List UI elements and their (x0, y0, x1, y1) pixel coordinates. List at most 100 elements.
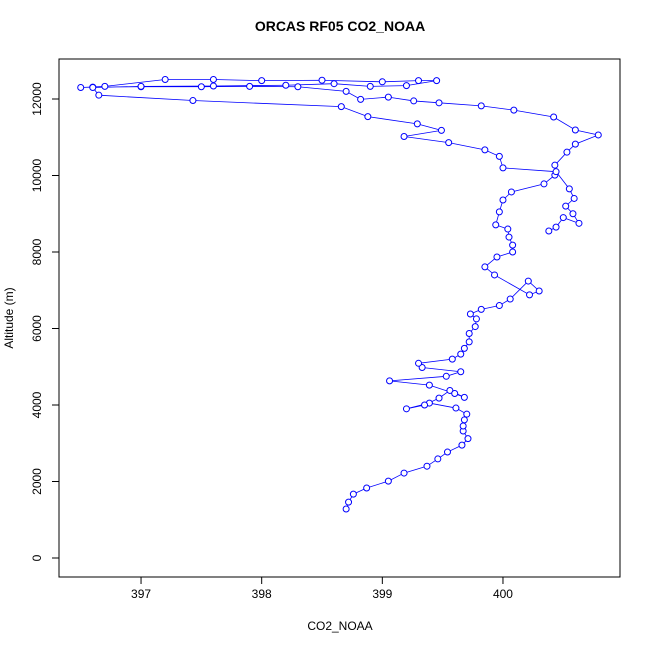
data-point (463, 410, 471, 418)
data-point (495, 152, 503, 160)
data-point (137, 82, 145, 90)
data-point (448, 355, 456, 363)
data-point (481, 263, 489, 271)
data-point (435, 99, 443, 107)
data-point (495, 302, 503, 310)
y-tick-label: 8000 (30, 238, 44, 265)
data-point (565, 185, 573, 193)
data-point (330, 80, 338, 88)
data-point (258, 77, 266, 85)
data-point (510, 106, 518, 114)
data-point (477, 305, 485, 313)
data-point (551, 161, 559, 169)
data-point (459, 422, 467, 430)
data-point (318, 76, 326, 84)
data-point (451, 390, 459, 398)
data-point (445, 139, 453, 147)
data-point (294, 83, 302, 91)
data-point (570, 194, 578, 202)
data-point (504, 225, 512, 233)
y-tick-label: 6000 (30, 315, 44, 342)
data-point (540, 180, 548, 188)
data-point (433, 77, 441, 85)
data-point (378, 78, 386, 86)
data-point (363, 484, 371, 492)
data-point (499, 164, 507, 172)
data-point (509, 248, 517, 256)
data-point (209, 82, 217, 90)
data-point (505, 233, 513, 241)
data-point (458, 441, 466, 449)
data-point (400, 132, 408, 140)
data-point (471, 323, 479, 331)
data-point (349, 490, 357, 498)
data-point (282, 81, 290, 89)
data-point (460, 416, 468, 424)
data-point (197, 83, 205, 91)
x-axis-label: CO2_NOAA (307, 619, 372, 633)
data-point (95, 91, 103, 99)
y-tick-label: 0 (30, 554, 44, 561)
x-tick-label: 397 (131, 587, 151, 601)
data-point (421, 401, 429, 409)
plot-frame (58, 58, 621, 578)
data-point (571, 126, 579, 134)
data-point (545, 227, 553, 235)
data-point (552, 223, 560, 231)
data-point (246, 82, 254, 90)
data-point (423, 462, 431, 470)
data-point (507, 188, 515, 196)
data-point (495, 208, 503, 216)
x-tick-label: 398 (252, 587, 272, 601)
data-point (345, 498, 353, 506)
data-point (481, 146, 489, 154)
data-point (386, 377, 394, 385)
data-point (446, 386, 454, 394)
data-point (384, 477, 392, 485)
data-point (337, 103, 345, 111)
data-point (364, 113, 372, 121)
data-point (552, 168, 560, 176)
data-point (472, 315, 480, 323)
data-point (535, 287, 543, 295)
data-point (189, 97, 197, 105)
x-tick-label: 400 (493, 587, 513, 601)
data-point (435, 394, 443, 402)
chart-title: ORCAS RF05 CO2_NOAA (255, 18, 425, 34)
data-point (466, 310, 474, 318)
data-point (465, 338, 473, 346)
data-point (460, 393, 468, 401)
data-point (442, 372, 450, 380)
data-point (464, 435, 472, 443)
data-point (524, 277, 532, 285)
data-point (425, 381, 433, 389)
y-tick-label: 2000 (30, 468, 44, 495)
data-point (569, 210, 577, 218)
data-point (526, 291, 534, 299)
x-tick-label: 399 (372, 587, 392, 601)
data-point (413, 120, 421, 128)
y-tick-label: 4000 (30, 391, 44, 418)
data-point (477, 102, 485, 110)
data-point (499, 196, 507, 204)
data-point (209, 76, 217, 84)
data-point (415, 77, 423, 85)
data-point (402, 82, 410, 90)
data-point (465, 329, 473, 337)
data-point (402, 405, 410, 413)
data-point (492, 221, 500, 229)
y-tick-label: 10000 (30, 158, 44, 192)
data-point (550, 113, 558, 121)
data-point (101, 82, 109, 90)
data-point (559, 214, 567, 222)
data-point (457, 368, 465, 376)
data-point (415, 359, 423, 367)
data-point (457, 350, 465, 358)
data-point (594, 131, 602, 139)
data-point (491, 271, 499, 279)
data-point (506, 295, 514, 303)
data-point (434, 455, 442, 463)
data-point (575, 219, 583, 227)
